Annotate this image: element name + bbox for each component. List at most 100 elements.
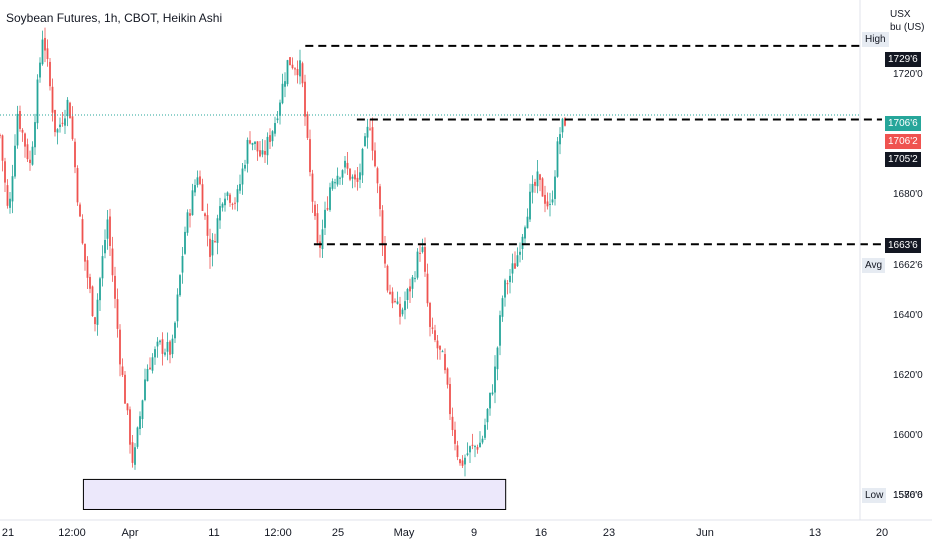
candle-body	[186, 212, 189, 233]
candle-body	[59, 124, 61, 128]
candle-body	[171, 338, 174, 355]
candle-body	[354, 174, 356, 180]
candle-body	[254, 141, 256, 144]
candle-body	[414, 278, 416, 280]
candle-body	[304, 81, 306, 117]
candle-body	[126, 403, 129, 411]
candle-body	[364, 136, 366, 147]
candle-body	[84, 243, 86, 262]
candle-body	[501, 298, 504, 317]
candle-body	[279, 102, 281, 116]
candle-body	[199, 176, 201, 185]
low-price-value: 1576'6	[893, 490, 923, 501]
candle-body	[321, 229, 324, 250]
candle-body	[204, 213, 206, 217]
candle-body	[504, 280, 506, 298]
candle-body	[61, 122, 64, 124]
candle-body	[439, 345, 441, 350]
candle-body	[334, 182, 336, 184]
avg-label: Avg	[862, 258, 886, 273]
x-tick-label: 16	[534, 527, 548, 539]
candle-body	[214, 241, 216, 243]
candle-body	[511, 263, 514, 274]
price-unit: USX bu (US)	[890, 8, 924, 34]
candle-body	[436, 340, 439, 349]
level-lines[interactable]	[305, 44, 882, 246]
candle-body	[351, 176, 354, 179]
candle-body	[21, 129, 24, 133]
candle-body	[49, 61, 51, 87]
y-tick-label: 1640'0	[893, 309, 923, 321]
candle-body	[141, 400, 144, 420]
candle-body	[161, 339, 164, 354]
candle-body	[16, 113, 19, 146]
candle-body	[366, 126, 369, 138]
candle-body	[281, 83, 284, 104]
candle-body	[464, 457, 466, 465]
candle-body	[266, 136, 269, 156]
candle-body	[459, 459, 461, 464]
candle-body	[474, 446, 476, 448]
candle-body	[36, 79, 39, 124]
candle-body	[24, 133, 26, 147]
candle-body	[331, 181, 334, 189]
candle-body	[519, 251, 521, 255]
candle-body	[29, 159, 31, 164]
candle-body	[99, 278, 101, 301]
candle-body	[546, 201, 549, 207]
candle-body	[174, 322, 176, 339]
candle-body	[194, 185, 196, 193]
candle-body	[421, 247, 424, 252]
candle-body	[539, 174, 541, 180]
candle-body	[401, 309, 404, 315]
candle-body	[124, 374, 126, 404]
candle-body	[344, 160, 346, 168]
candle-body	[134, 447, 136, 465]
candle-body	[239, 184, 241, 191]
candle-body	[369, 128, 371, 130]
candle-body	[394, 301, 396, 303]
candle-body	[531, 183, 534, 193]
candle-body	[91, 286, 94, 317]
candle-body	[419, 252, 421, 254]
candle-body	[121, 366, 124, 375]
support-zone-rectangle[interactable]	[82, 478, 507, 510]
candle-body	[536, 171, 539, 187]
candle-body	[261, 150, 264, 155]
prev-close-tag: 1706'2	[885, 134, 921, 149]
candle-body	[514, 263, 516, 269]
candle-body	[359, 172, 361, 180]
candle-body	[271, 131, 274, 142]
candle-body	[139, 416, 141, 429]
candle-body	[4, 161, 6, 183]
candles-group	[0, 27, 566, 477]
candle-body	[96, 299, 99, 325]
candle-body	[211, 239, 214, 256]
x-tick-label: Apr	[121, 527, 139, 539]
candle-body	[454, 429, 456, 444]
candle-body	[109, 216, 111, 246]
resistance-price-tag: 1705'2	[885, 152, 921, 167]
candle-body	[26, 144, 29, 160]
candle-body	[259, 150, 261, 157]
candle-body	[229, 194, 231, 203]
candle-body	[41, 39, 44, 65]
candle-body	[131, 442, 134, 463]
candle-body	[564, 118, 566, 126]
candle-body	[529, 191, 531, 220]
candle-body	[71, 116, 74, 140]
candle-body	[434, 330, 436, 341]
candle-body	[361, 149, 364, 176]
candle-body	[559, 134, 561, 145]
candle-body	[56, 129, 59, 133]
candle-body	[509, 275, 511, 283]
candle-body	[494, 366, 496, 393]
candle-body	[276, 118, 279, 121]
candle-body	[6, 185, 9, 206]
x-tick-label: 21	[1, 527, 15, 539]
candle-body	[81, 219, 84, 244]
candle-body	[244, 164, 246, 169]
candle-body	[516, 255, 519, 267]
candle-body	[456, 445, 459, 458]
